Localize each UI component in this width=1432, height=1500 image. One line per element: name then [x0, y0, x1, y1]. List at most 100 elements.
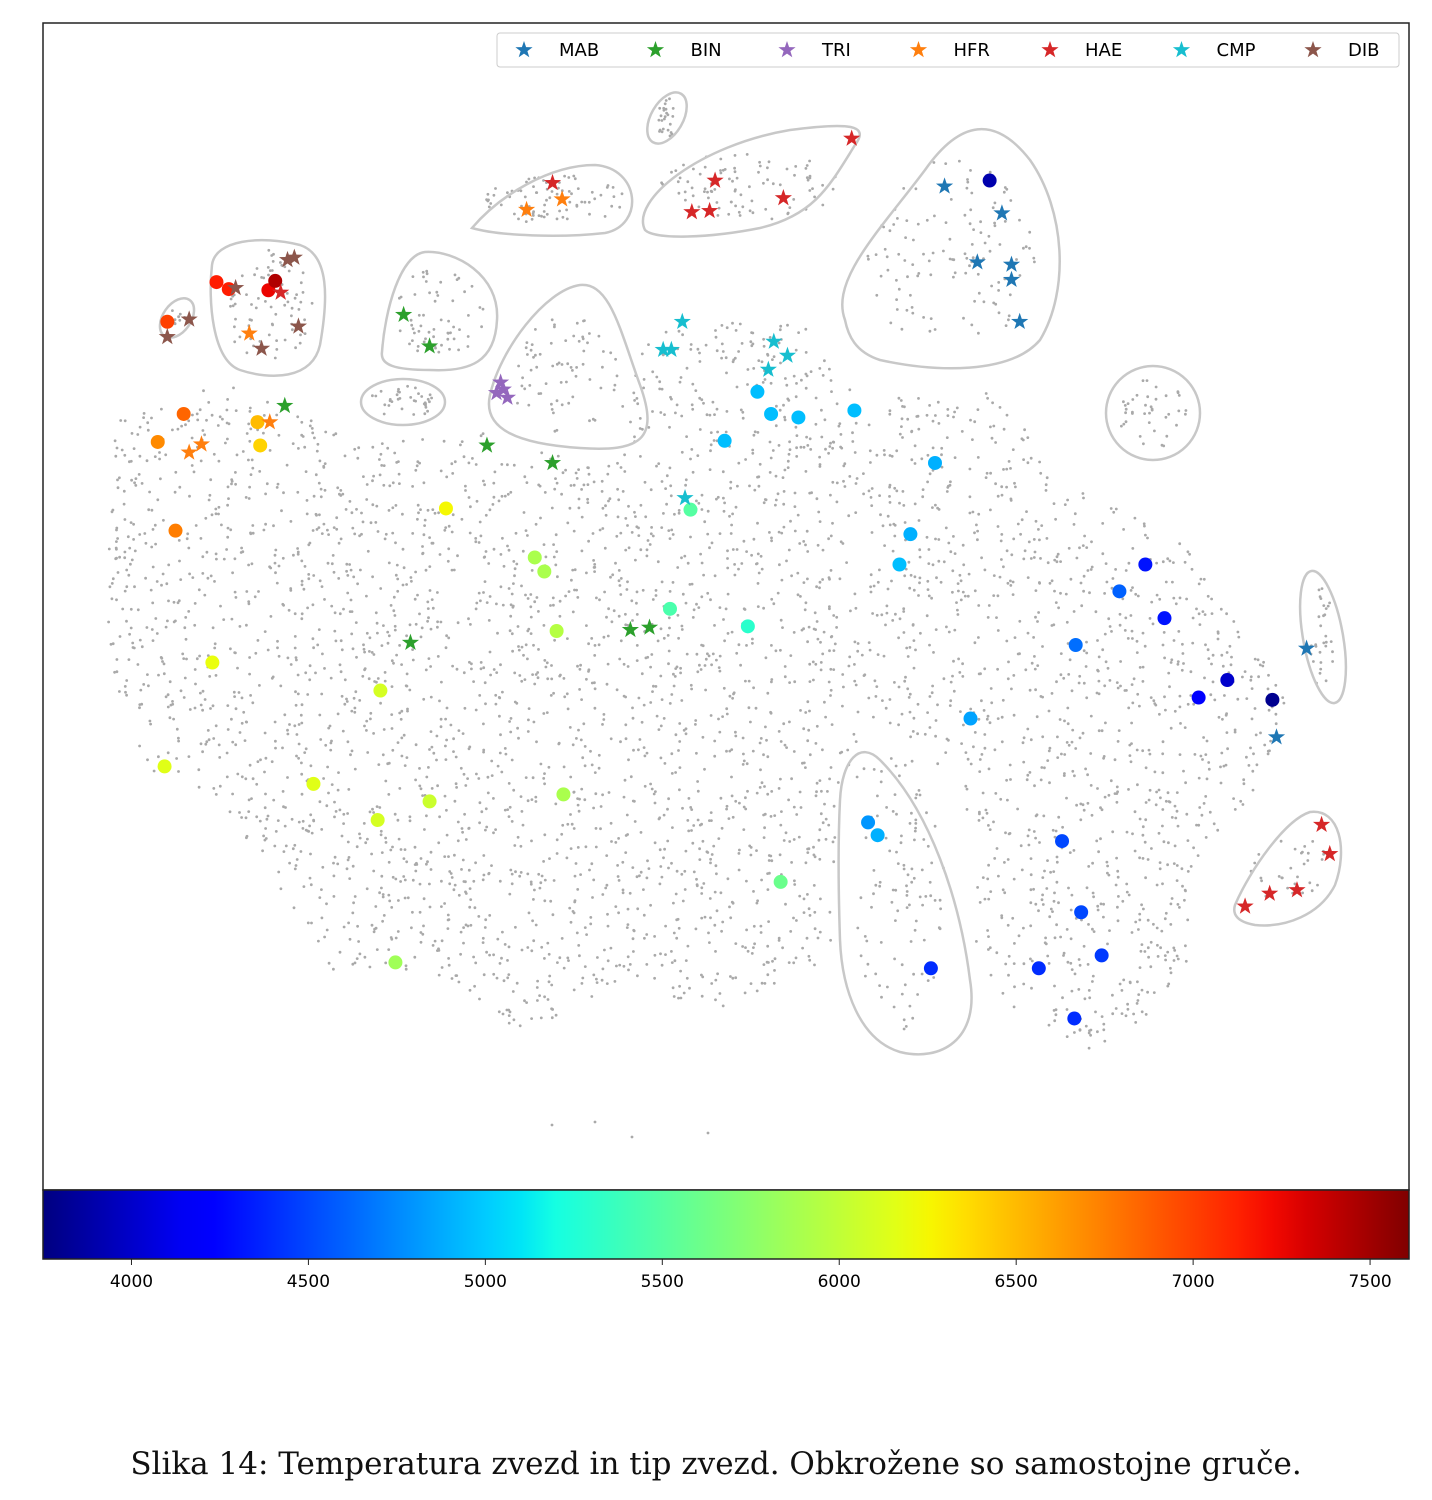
- background-point: [617, 579, 621, 583]
- background-point: [614, 357, 617, 361]
- background-point: [492, 831, 495, 835]
- background-point: [554, 802, 558, 806]
- background-point: [631, 937, 635, 941]
- background-point: [1130, 683, 1134, 686]
- background-point: [841, 704, 844, 708]
- background-point: [1131, 547, 1135, 550]
- background-point: [1196, 854, 1200, 857]
- background-point: [416, 517, 419, 521]
- background-point: [186, 532, 190, 536]
- background-point: [358, 699, 362, 702]
- background-point: [1075, 556, 1079, 560]
- background-point: [596, 956, 599, 959]
- background-point: [1262, 660, 1265, 664]
- background-point: [730, 775, 733, 779]
- background-point: [1172, 946, 1176, 950]
- background-point: [300, 792, 304, 796]
- background-point: [159, 477, 162, 481]
- background-point: [1166, 791, 1170, 795]
- background-point: [555, 852, 559, 855]
- background-point: [552, 543, 555, 546]
- background-point: [1124, 407, 1128, 411]
- background-point: [909, 293, 912, 297]
- colorbar: [42, 1189, 1410, 1260]
- background-point: [904, 675, 907, 679]
- background-point: [1172, 639, 1176, 642]
- temperature-point: [1031, 961, 1046, 976]
- background-point: [729, 975, 732, 978]
- background-point: [221, 417, 224, 421]
- background-point: [1279, 839, 1283, 843]
- background-point: [733, 154, 737, 157]
- background-point: [300, 721, 304, 725]
- background-point: [902, 187, 906, 190]
- background-point: [984, 476, 988, 479]
- background-point: [367, 677, 371, 681]
- background-point: [372, 869, 376, 873]
- background-point: [1230, 655, 1233, 659]
- background-point: [487, 205, 491, 209]
- background-point: [715, 349, 719, 353]
- background-point: [411, 878, 415, 882]
- background-point: [547, 980, 551, 984]
- background-point: [591, 532, 595, 535]
- background-point: [488, 914, 492, 917]
- background-point: [959, 579, 963, 583]
- background-point: [413, 331, 416, 335]
- background-point: [575, 737, 578, 740]
- background-point: [770, 680, 773, 684]
- background-point: [841, 542, 845, 545]
- background-point: [795, 919, 798, 922]
- background-point: [738, 848, 741, 852]
- background-point: [641, 427, 644, 431]
- background-point: [247, 798, 251, 802]
- background-point: [411, 339, 414, 342]
- background-point: [125, 619, 128, 623]
- background-point: [1144, 403, 1147, 407]
- background-point: [396, 930, 400, 933]
- background-point: [1027, 828, 1031, 832]
- background-point: [440, 939, 444, 943]
- background-point: [408, 819, 412, 823]
- background-point: [709, 857, 712, 861]
- background-point: [952, 659, 955, 663]
- background-point: [913, 502, 917, 506]
- background-point: [1203, 676, 1206, 680]
- background-point: [725, 712, 729, 716]
- background-point: [579, 738, 583, 742]
- background-point: [543, 491, 547, 494]
- background-point: [330, 604, 334, 608]
- background-point: [423, 828, 426, 831]
- background-point: [537, 214, 541, 218]
- background-point: [635, 601, 638, 605]
- background-point: [922, 838, 926, 841]
- background-point: [509, 614, 513, 618]
- background-point: [545, 212, 549, 216]
- background-point: [572, 827, 576, 830]
- background-point: [145, 459, 149, 463]
- background-point: [673, 959, 677, 963]
- background-point: [115, 556, 118, 560]
- background-point: [531, 673, 534, 676]
- background-point: [1219, 765, 1222, 769]
- background-point: [293, 635, 297, 638]
- background-point: [516, 726, 519, 730]
- background-point: [902, 610, 906, 613]
- background-point: [1051, 828, 1055, 832]
- background-point: [1028, 688, 1032, 692]
- background-point: [973, 299, 976, 303]
- background-point: [925, 535, 929, 539]
- background-point: [742, 759, 746, 763]
- background-point: [247, 810, 251, 813]
- background-point: [516, 625, 520, 628]
- background-point: [265, 482, 269, 486]
- background-point: [1219, 781, 1223, 785]
- background-point: [507, 1021, 511, 1025]
- background-point: [1125, 890, 1129, 894]
- background-point: [1126, 1002, 1129, 1006]
- background-point: [555, 192, 559, 196]
- background-point: [770, 217, 774, 221]
- background-point: [493, 470, 497, 474]
- background-point: [766, 166, 769, 170]
- background-point: [746, 949, 750, 953]
